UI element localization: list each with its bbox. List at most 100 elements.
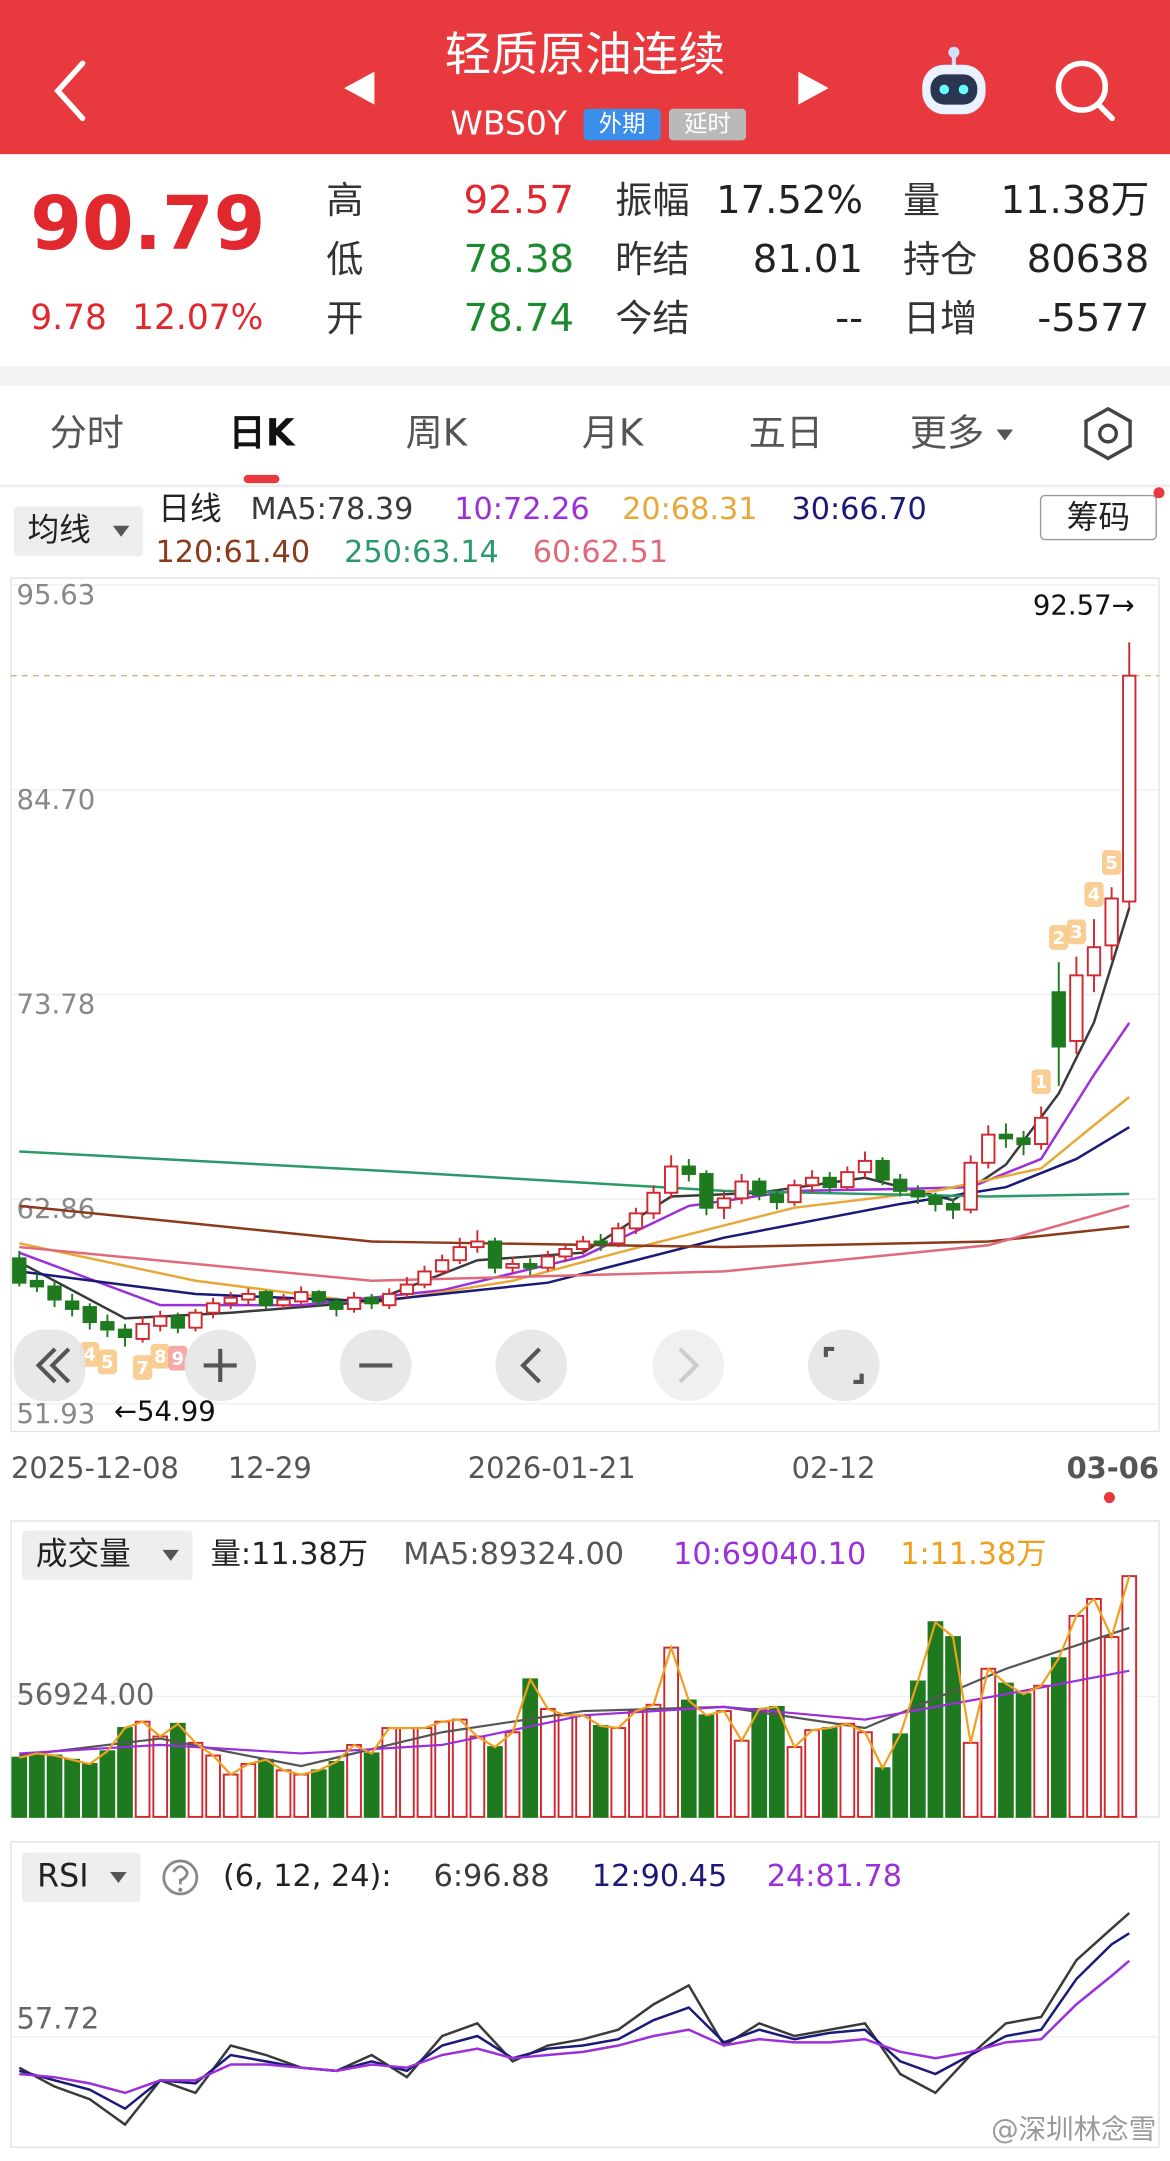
candle-body [470, 1240, 485, 1249]
volume-bar [751, 1708, 768, 1818]
candle-body [100, 1321, 115, 1331]
volume-bar [134, 1720, 151, 1818]
zoom-controls [13, 1329, 880, 1402]
candle-body [1016, 1137, 1031, 1145]
volume-bar [839, 1722, 856, 1818]
y-tick-label: 51.93 [17, 1398, 96, 1430]
help-icon[interactable] [162, 1859, 199, 1896]
volume-bar [451, 1718, 468, 1818]
volume-bar [381, 1727, 398, 1818]
candle-body [417, 1270, 432, 1286]
candle-body [628, 1212, 644, 1230]
plot-frame [10, 1840, 1160, 2148]
volume-bar [1121, 1575, 1138, 1818]
candle-body [170, 1315, 186, 1329]
fullscreen-button[interactable] [807, 1329, 880, 1402]
x-tick-label: 2025-12-08 [11, 1451, 179, 1485]
tab[interactable]: 月K [582, 411, 645, 454]
volume-bar [81, 1763, 98, 1818]
volume-bar [1015, 1693, 1032, 1818]
period-label: 日线 [158, 492, 221, 528]
dropdown-arrow [110, 1871, 127, 1883]
volume-bar [293, 1773, 310, 1818]
volume-bar [46, 1754, 63, 1818]
candle-body [963, 1161, 978, 1211]
tab[interactable]: 周K [406, 411, 469, 454]
collapse-icon [35, 1347, 71, 1384]
event-marker-label: 9 [172, 1348, 184, 1369]
high-label: 92.57→ [1033, 590, 1135, 622]
volume-bar [575, 1714, 591, 1818]
volume-bar [522, 1678, 539, 1818]
volume-bar [892, 1733, 909, 1818]
volume-bar [275, 1769, 292, 1818]
ma-line [19, 1096, 1131, 1305]
volume-bar [310, 1769, 327, 1818]
volume-bar [909, 1680, 926, 1818]
candle-body [664, 1165, 679, 1194]
tab[interactable]: 分时 [50, 411, 124, 454]
candle-body [241, 1292, 256, 1301]
tab[interactable]: 五日 [749, 411, 823, 454]
legend-entry: MA5:89324.00 [403, 1537, 624, 1572]
x-tick-label: 02-12 [792, 1451, 876, 1485]
candle-body [998, 1133, 1014, 1140]
search-icon[interactable] [1055, 60, 1115, 122]
candle-body [399, 1283, 415, 1295]
candle-body [487, 1240, 503, 1269]
volume-button[interactable] [22, 1530, 193, 1581]
legend-entry: 120:61.40 [156, 535, 311, 570]
next-button[interactable] [798, 71, 829, 105]
y-tick-label: 95.63 [17, 579, 96, 611]
candle-body [505, 1263, 520, 1269]
back-button[interactable] [54, 60, 86, 122]
dropdown-arrow [112, 525, 130, 537]
candle-body [188, 1311, 203, 1329]
candle-body [258, 1291, 274, 1307]
volume-bar [998, 1682, 1014, 1818]
tag-bg [583, 108, 661, 141]
candle-body [646, 1191, 661, 1215]
volume-bar [11, 1756, 28, 1818]
scroll-left-button[interactable] [495, 1329, 568, 1402]
rsi-button[interactable] [22, 1852, 141, 1903]
event-marker-label: 4 [84, 1345, 96, 1366]
settings-icon[interactable] [1084, 406, 1132, 461]
event-marker-label: 3 [1070, 922, 1082, 943]
candle-body [1033, 1116, 1049, 1145]
field-label: 昨结 [615, 238, 689, 281]
tab[interactable]: 日K [229, 411, 296, 454]
volume-button-label: 成交量 [36, 1536, 131, 1572]
candle-body [716, 1197, 732, 1209]
volume-bar [416, 1727, 433, 1818]
field-value: 78.38 [464, 237, 574, 282]
ma-button[interactable] [13, 506, 144, 557]
volume-bar [645, 1703, 662, 1818]
volume-line [19, 1575, 1131, 1777]
scroll-right-button[interactable] [652, 1329, 725, 1402]
fullscreen-icon [823, 1346, 864, 1385]
candle-body [593, 1240, 608, 1245]
candle-body [346, 1296, 362, 1310]
zoom-in-icon [203, 1348, 237, 1382]
title: 轻质原油连续 [445, 28, 726, 82]
robot-icon[interactable] [922, 46, 986, 115]
field-label: 今结 [615, 297, 689, 340]
legend-entry: 10:72.26 [454, 492, 589, 527]
volume-bar [857, 1731, 873, 1818]
candle-body [928, 1195, 943, 1205]
volume-bar [698, 1714, 715, 1818]
y-tick-label: 84.70 [17, 784, 96, 816]
event-marker-label: 2 [1053, 928, 1065, 949]
prev-button[interactable] [344, 71, 375, 105]
volume-bar [434, 1720, 450, 1818]
chips-button[interactable] [1039, 494, 1157, 541]
candle-body [223, 1296, 238, 1305]
volume-bar [99, 1750, 116, 1818]
chips-button-label: 筹码 [1067, 500, 1130, 536]
tab[interactable]: 更多 [910, 411, 984, 454]
candle-body [875, 1159, 890, 1181]
candle-body [558, 1248, 573, 1258]
candle-body [64, 1300, 80, 1310]
